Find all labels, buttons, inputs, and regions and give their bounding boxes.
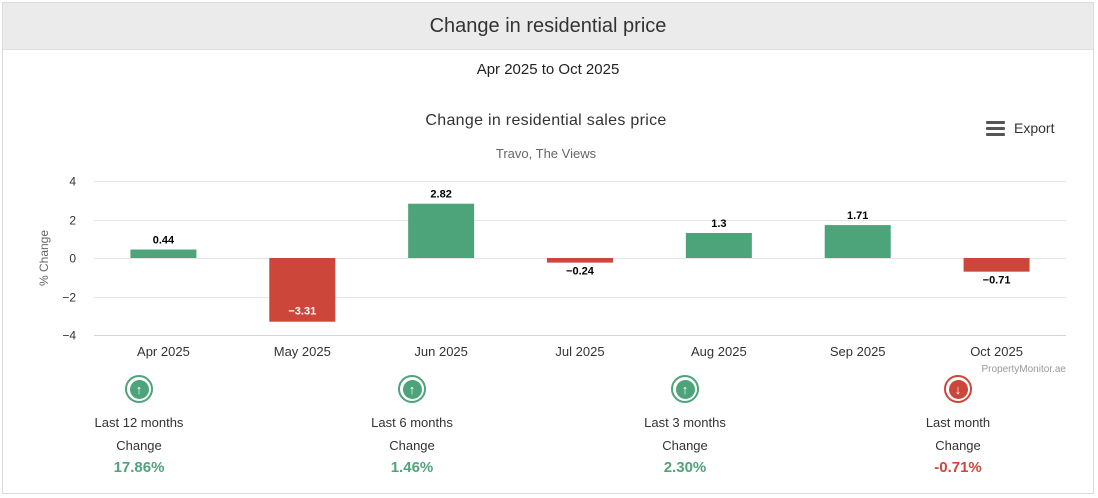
data-labels: 0.44 −3.31 2.82 −0.24 1.3 1.71 −0.71 [153,189,1011,318]
panel-title: Change in residential price [429,14,667,37]
y-axis-ticks: 4 2 0 −2 −4 [62,175,76,343]
stat-value: -0.71% [934,459,982,476]
stat-period: Last 3 months [644,415,726,430]
stat-last-3-months: ↑ Last 3 months Change 2.30% [600,375,770,476]
hamburger-menu-icon [986,120,1005,136]
x-axis-ticks: Apr 2025 May 2025 Jun 2025 Jul 2025 Aug 2025… [137,344,1023,359]
arrow-down-circle-icon: ↓ [944,375,972,403]
arrow-up-circle-icon: ↑ [671,375,699,403]
bars [130,203,1030,322]
stat-period: Last 6 months [371,415,453,430]
x-tick-label: Oct 2025 [970,344,1023,359]
bar-may-2025[interactable] [269,258,336,322]
data-label: 2.82 [430,189,451,201]
stat-last-6-months: ↑ Last 6 months Change 1.46% [327,375,497,476]
data-label: 1.3 [711,218,726,230]
stat-period: Last 12 months [94,415,184,430]
bar-jul-2025[interactable] [547,258,613,263]
data-label: −0.24 [566,266,595,278]
bar-apr-2025[interactable] [130,249,197,258]
export-label: Export [1014,120,1055,136]
x-tick-label: May 2025 [274,344,331,359]
data-label: 0.44 [153,235,175,247]
stat-last-month: ↓ Last month Change -0.71% [873,375,1043,476]
export-button[interactable]: Export [986,117,1054,139]
arrow-up-circle-icon: ↑ [125,375,153,403]
x-tick-label: Jun 2025 [414,344,468,359]
x-tick-label: Aug 2025 [691,344,747,359]
y-axis-label: % Change [37,230,51,286]
chart-title: Change in residential sales price [425,112,667,129]
bar-jun-2025[interactable] [408,203,475,258]
y-tick-label: 4 [69,175,76,189]
x-tick-label: Apr 2025 [137,344,190,359]
stat-last-12-months: ↑ Last 12 months Change 17.86% [54,375,224,476]
panel-header: Change in residential price [3,3,1093,50]
date-range: Apr 2025 to Oct 2025 [476,61,620,78]
data-label: 1.71 [847,210,868,222]
y-tick-label: −2 [62,291,76,305]
chart-subtitle: Travo, The Views [495,146,597,161]
stat-period: Last month [925,415,991,430]
data-label: −3.31 [288,306,316,318]
y-tick-label: 2 [69,214,76,228]
stat-label: Change [116,438,162,453]
x-tick-label: Jul 2025 [555,344,604,359]
stat-label: Change [662,438,708,453]
bar-sep-2025[interactable] [824,225,891,258]
stat-label: Change [389,438,435,453]
stat-value: 1.46% [390,459,434,476]
y-tick-label: 0 [69,252,76,266]
stat-label: Change [935,438,981,453]
data-label: −0.71 [983,275,1011,287]
chart-credit[interactable]: PropertyMonitor.ae [982,364,1067,375]
bar-oct-2025[interactable] [963,258,1030,272]
y-tick-label: −4 [62,329,76,343]
bar-aug-2025[interactable] [685,232,752,258]
change-summary: ↑ Last 12 months Change 17.86% ↑ Last 6 … [0,375,1092,485]
arrow-up-circle-icon: ↑ [398,375,426,403]
stat-value: 17.86% [113,459,165,476]
stat-value: 2.30% [663,459,707,476]
x-tick-label: Sep 2025 [830,344,886,359]
